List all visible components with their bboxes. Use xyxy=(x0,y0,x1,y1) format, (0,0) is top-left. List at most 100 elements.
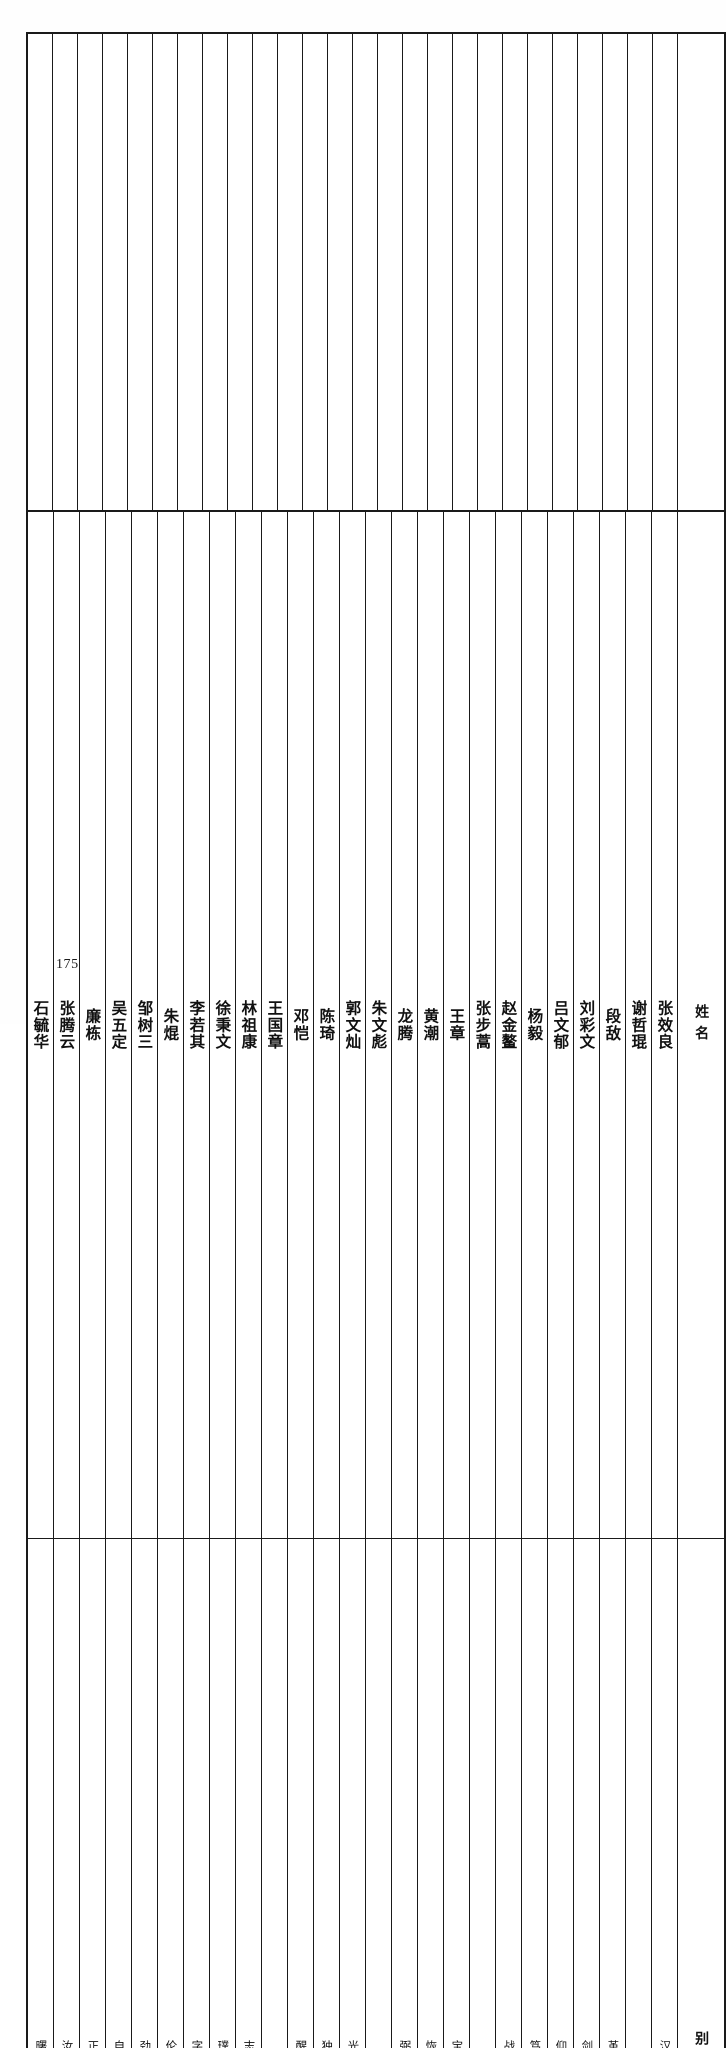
page-number: 175 xyxy=(56,957,79,973)
row-label-text: 姓名 xyxy=(694,512,708,1538)
alias-text: 伦章 xyxy=(165,2030,177,2048)
name-text: 杨毅 xyxy=(527,988,543,1062)
name-text: 龙腾 xyxy=(397,988,413,1062)
table-2-name-cell: 邹树三 xyxy=(132,511,158,1539)
table-2-name-cell: 陈琦 xyxy=(314,511,340,1539)
table-2-alias-cell: 独趄 xyxy=(314,1539,340,2048)
name-text: 邓恺 xyxy=(293,988,309,1062)
name-text: 郭文灿 xyxy=(345,988,361,1062)
table-2-name-cell: 吕文郁 xyxy=(548,511,574,1539)
name-text: 林祖康 xyxy=(241,988,257,1062)
name-text: 吕文郁 xyxy=(553,988,569,1062)
name-text: 赵金鳌 xyxy=(501,988,517,1062)
table-2-alias-cell: 伦章 xyxy=(158,1539,184,2048)
table-2-name-cell: 朱文彪 xyxy=(366,511,392,1539)
alias-text: 璞如 xyxy=(217,2030,229,2048)
table-2-name-cell: 李若其 xyxy=(184,511,210,1539)
alias-text: 正乾 xyxy=(87,2030,99,2048)
name-text: 邹树三 xyxy=(137,988,153,1062)
name-text: 廉栋 xyxy=(85,988,101,1062)
table-2-name-cell: 张步蒿 xyxy=(470,511,496,1539)
table-2-alias-cell: 劲松 xyxy=(132,1539,158,2048)
name-text: 李若其 xyxy=(189,988,205,1062)
table-2-name-cell: 王章 xyxy=(444,511,470,1539)
table-2-body: 石毓华张腾云廉栋吴五定邹树三朱焜李若其徐秉文林祖康王国章邓恺陈琦郭文灿朱文彪龙腾… xyxy=(27,511,725,2048)
table-2-name-cell: 林祖康 xyxy=(236,511,262,1539)
table-2-alias-cell: 正乾 xyxy=(80,1539,106,2048)
name-text: 吴五定 xyxy=(111,988,127,1062)
table-2-name-cell: 郭文灿 xyxy=(340,511,366,1539)
table-2-name-cell: 张效良 xyxy=(652,511,678,1539)
alias-text: 劲松 xyxy=(139,2030,151,2048)
table-2-name-cell: 石毓华 xyxy=(27,511,54,1539)
table-2-alias-row: 曙岚汝霖正乾自成劲松伦章字行璞如志安 醒龄独趄光明 弼廑恢亚宝善 战主笃之仰周剑武革非… xyxy=(27,1539,725,2048)
table-2-name-cell: 段敌 xyxy=(600,511,626,1539)
table-2-name-row: 石毓华张腾云廉栋吴五定邹树三朱焜李若其徐秉文林祖康王国章邓恺陈琦郭文灿朱文彪龙腾… xyxy=(27,511,725,1539)
table-2-name-cell: 王国章 xyxy=(262,511,288,1539)
table-2-alias-cell: 战主 xyxy=(496,1539,522,2048)
alias-text: 弼廑 xyxy=(399,2030,411,2048)
name-text: 张腾云 xyxy=(59,988,75,1062)
table-2-name-cell: 杨毅 xyxy=(522,511,548,1539)
table-2-alias-cell: 弼廑 xyxy=(392,1539,418,2048)
row-label-alias: 别号 xyxy=(678,1539,726,2048)
table-2-name-cell: 谢哲琨 xyxy=(626,511,652,1539)
alias-text: 宝善 xyxy=(451,2030,463,2048)
alias-text: 曙岚 xyxy=(35,2030,47,2048)
table-2-alias-cell: 革非 xyxy=(600,1539,626,2048)
table-2-alias-cell xyxy=(262,1539,288,2048)
name-text: 段敌 xyxy=(605,988,621,1062)
table-2-alias-cell: 笃之 xyxy=(522,1539,548,2048)
alias-text: 光明 xyxy=(347,2030,359,2048)
alias-text: 自成 xyxy=(113,2030,125,2048)
name-text: 徐秉文 xyxy=(215,988,231,1062)
table-2-name-cell: 吴五定 xyxy=(106,511,132,1539)
row-label-name: 姓名 xyxy=(678,511,726,1539)
alias-text: 笃之 xyxy=(529,2030,541,2048)
table-2-alias-cell xyxy=(470,1539,496,2048)
alias-text: 独趄 xyxy=(321,2030,333,2048)
alias-text: 字行 xyxy=(191,2030,203,2048)
alias-text: 醒龄 xyxy=(295,2030,307,2048)
alias-text: 战主 xyxy=(503,2030,515,2048)
alias-text: 汉藩 xyxy=(659,2030,671,2048)
table-2-alias-cell: 曙岚 xyxy=(27,1539,54,2048)
table-2-name-cell: 刘彩文 xyxy=(574,511,600,1539)
alias-text: 恢亚 xyxy=(425,2030,437,2048)
name-text: 张步蒿 xyxy=(475,988,491,1062)
table-2-alias-cell: 字行 xyxy=(184,1539,210,2048)
name-text: 王国章 xyxy=(267,988,283,1062)
table-2-alias-cell: 光明 xyxy=(340,1539,366,2048)
table-2-alias-cell: 志安 xyxy=(236,1539,262,2048)
table-2-name-cell: 张腾云 xyxy=(54,511,80,1539)
name-text: 陈琦 xyxy=(319,988,335,1062)
table-2-alias-cell: 宝善 xyxy=(444,1539,470,2048)
alias-text: 志安 xyxy=(243,2030,255,2048)
alias-text: 仰周 xyxy=(555,2030,567,2048)
table-2-alias-cell: 恢亚 xyxy=(418,1539,444,2048)
name-text: 谢哲琨 xyxy=(631,988,647,1062)
table-2-alias-cell xyxy=(626,1539,652,2048)
table-2-name-cell: 赵金鳌 xyxy=(496,511,522,1539)
table-2-alias-cell: 仰周 xyxy=(548,1539,574,2048)
name-text: 黄潮 xyxy=(423,988,439,1062)
table-2-name-cell: 徐秉文 xyxy=(210,511,236,1539)
name-text: 朱焜 xyxy=(163,988,179,1062)
register-table-2: 石毓华张腾云廉栋吴五定邹树三朱焜李若其徐秉文林祖康王国章邓恺陈琦郭文灿朱文彪龙腾… xyxy=(26,510,726,2048)
table-2-alias-cell: 醒龄 xyxy=(288,1539,314,2048)
alias-text: 剑武 xyxy=(581,2030,593,2048)
table-2-alias-cell xyxy=(366,1539,392,2048)
table-2-alias-cell: 璞如 xyxy=(210,1539,236,2048)
name-text: 石毓华 xyxy=(33,988,49,1062)
name-text: 王章 xyxy=(449,988,465,1062)
page-canvas: 陈彪黄映赤李湘泉唐锡藩胡家骥鄂城义宁藻曹达穷冯克定谢刘权赖平章刘勋邢诒益李国霖范… xyxy=(0,0,726,1024)
table-2-alias-cell: 汉藩 xyxy=(652,1539,678,2048)
table-2-alias-cell: 自成 xyxy=(106,1539,132,2048)
table-2-name-cell: 廉栋 xyxy=(80,511,106,1539)
alias-text: 汝霖 xyxy=(61,2030,73,2048)
name-text: 张效良 xyxy=(657,988,673,1062)
table-2-alias-cell: 汝霖 xyxy=(54,1539,80,2048)
table-2-alias-cell: 剑武 xyxy=(574,1539,600,2048)
table-2-name-cell: 龙腾 xyxy=(392,511,418,1539)
name-text: 刘彩文 xyxy=(579,988,595,1062)
